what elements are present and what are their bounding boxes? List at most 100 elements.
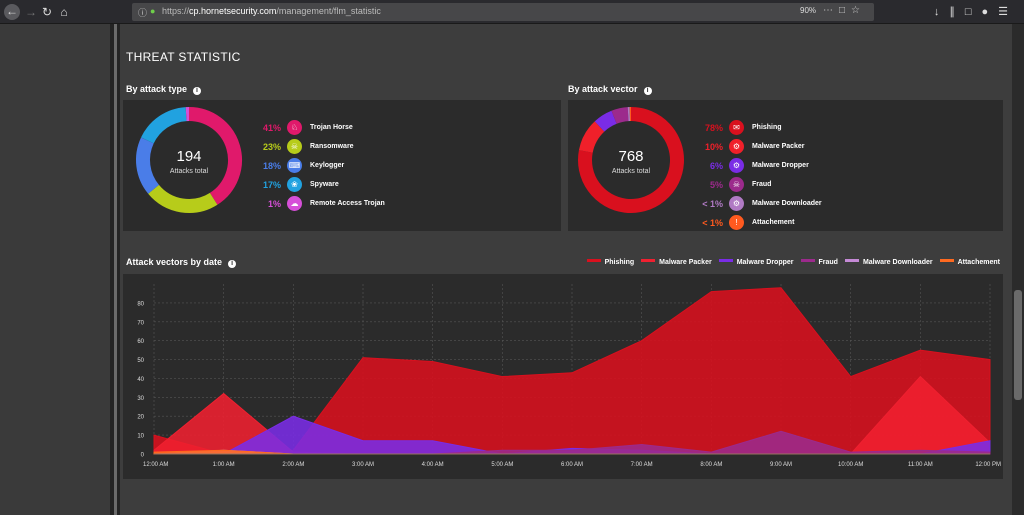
attack-vector-slice-fraud[interactable] <box>611 107 629 124</box>
x-tick-label: 1:00 AM <box>213 462 235 468</box>
attack-vector-slice-malware-dropper[interactable] <box>594 110 617 132</box>
legend-swatch <box>844 259 859 262</box>
home-icon[interactable]: ⌂ <box>60 5 68 19</box>
malware-dropper-icon: ⚙ <box>729 158 744 173</box>
legend-percent: 78% <box>704 123 723 133</box>
attack-vector-donut <box>578 107 684 213</box>
legend-percent: 41% <box>262 123 281 133</box>
area-legend-malware-packer[interactable]: Malware Packer <box>641 259 712 266</box>
x-tick-label: 5:00 AM <box>491 462 513 468</box>
attack-vector-legend-fraud[interactable]: 5% ☠ Fraud <box>568 177 868 193</box>
attack-type-legend-trojan-horse[interactable]: 41% ♘ Trojan Horse <box>123 120 423 136</box>
attack-type-legend-remote-access-trojan[interactable]: 1% ☁ Remote Access Trojan <box>123 196 423 212</box>
x-tick-label: 2:00 AM <box>282 462 304 468</box>
forward-icon[interactable]: → <box>25 5 37 19</box>
info-icon[interactable]: i <box>228 260 237 268</box>
y-tick-label: 70 <box>137 320 144 326</box>
toolbar-icons[interactable]: ↓∥□●☰ <box>933 6 1018 18</box>
x-tick-label: 6:00 AM <box>561 462 583 468</box>
back-icon[interactable]: ← <box>4 4 20 20</box>
x-tick-label: 7:00 AM <box>631 462 653 468</box>
attack-type-card: 194 Attacks total 41% ♘ Trojan Horse 23% ☠ Ra… <box>123 100 561 231</box>
attack-type-slice-ransomware[interactable] <box>148 184 218 213</box>
phishing-icon: ✉ <box>729 120 744 135</box>
attack-type-legend-spyware[interactable]: 17% ❀ Spyware <box>123 177 423 193</box>
area-legend-attachement[interactable]: Attachement <box>939 259 1000 266</box>
by-date-title: Attack vectors by date i <box>126 257 237 268</box>
legend-percent: 1% <box>267 199 281 209</box>
x-tick-label: 9:00 AM <box>770 462 792 468</box>
attack-vector-title: By attack vector i <box>568 84 652 95</box>
attack-vector-legend-malware-packer[interactable]: 10% ⚙ Malware Packer <box>568 139 868 155</box>
attack-vector-legend-malware-dropper[interactable]: 6% ⚙ Malware Dropper <box>568 158 868 174</box>
legend-swatch <box>641 259 656 262</box>
attack-vector-total: 768 <box>618 148 644 165</box>
attack-vector-slice-phishing[interactable] <box>578 107 684 213</box>
attack-type-slice-trojan-horse[interactable] <box>188 107 242 205</box>
attack-vector-legend-attachement[interactable]: < 1%! Attachement <box>568 215 868 231</box>
legend-swatch <box>800 259 815 262</box>
y-tick-label: 50 <box>137 358 144 364</box>
legend-label: Trojan Horse <box>310 124 353 131</box>
attack-vector-legend-phishing[interactable]: 78% ✉ Phishing <box>568 120 868 136</box>
ransomware-icon: ☠ <box>287 139 302 154</box>
spyware-icon: ❀ <box>287 177 302 192</box>
attachement-icon: ! <box>729 215 744 230</box>
page-actions-icons[interactable]: ⋯□☆ <box>822 5 866 16</box>
legend-label: Phishing <box>752 124 782 131</box>
info-icon[interactable]: ⓘ <box>138 8 148 18</box>
address-bar[interactable]: ⓘ ● https://cp.hornetsecurity.com/manage… <box>132 3 874 21</box>
attack-type-donut <box>136 107 242 213</box>
legend-label: Malware Packer <box>659 259 712 266</box>
area-legend-malware-dropper[interactable]: Malware Dropper <box>718 259 794 266</box>
attack-type-slice-keylogger[interactable] <box>136 137 160 194</box>
area-legend-phishing[interactable]: Phishing <box>586 259 634 266</box>
x-tick-label: 10:00 AM <box>838 462 863 468</box>
reload-icon[interactable]: ↻ <box>41 5 53 19</box>
y-tick-label: 80 <box>137 301 144 307</box>
attack-vector-slice-malware-packer[interactable] <box>578 121 605 154</box>
legend-label: Malware Dropper <box>736 259 794 266</box>
area-legend-malware-downloader[interactable]: Malware Downloader <box>844 259 933 266</box>
legend-percent: 17% <box>262 180 281 190</box>
attack-type-slice-spyware[interactable] <box>141 107 187 144</box>
attack-vector-total-label: Attacks total <box>611 168 651 175</box>
keylogger-icon: ⌨ <box>287 158 302 173</box>
legend-percent: 10% <box>704 142 723 152</box>
area-legend-fraud[interactable]: Fraud <box>800 259 838 266</box>
fraud-icon: ☠ <box>729 177 744 192</box>
legend-label: Attachement <box>957 259 1000 266</box>
legend-swatch <box>586 259 601 262</box>
malware-packer-icon: ⚙ <box>729 139 744 154</box>
x-tick-label: 12:00 AM <box>143 462 168 468</box>
side-panel <box>0 24 110 515</box>
url-text: https://cp.hornetsecurity.com/management… <box>162 6 381 16</box>
area-chart-card: 0 10 20 30 40 50 60 70 80 12:00 AM 1:00 AM 2:00 AM 3… <box>123 274 1003 479</box>
legend-label: Fraud <box>752 181 772 188</box>
x-tick-label: 4:00 AM <box>422 462 444 468</box>
attack-vector-legend-malware-downloader[interactable]: < 1% ⚙ Malware Downloader <box>568 196 868 212</box>
attack-vector-card: 768 Attacks total 78% ✉ Phishing 10% ⚙ Malwar… <box>568 100 1003 231</box>
lock-icon: ● <box>150 6 156 16</box>
attack-type-legend-ransomware[interactable]: 23% ☠ Ransomware <box>123 139 423 155</box>
zoom-level[interactable]: 90% <box>800 6 817 15</box>
legend-label: Remote Access Trojan <box>310 200 385 207</box>
scrollbar-thumb[interactable] <box>1014 290 1022 400</box>
y-tick-label: 40 <box>137 377 144 383</box>
info-icon[interactable]: i <box>193 87 202 95</box>
attack-type-legend-keylogger[interactable]: 18% ⌨ Keylogger <box>123 158 423 174</box>
scrollbar[interactable] <box>1012 24 1024 515</box>
x-tick-label: 3:00 AM <box>352 462 374 468</box>
legend-percent: 5% <box>709 180 723 190</box>
legend-percent: 23% <box>262 142 281 152</box>
x-tick-label: 11:00 AM <box>908 462 933 468</box>
legend-percent: < 1% <box>702 218 723 228</box>
info-icon[interactable]: i <box>643 87 652 95</box>
y-tick-label: 60 <box>137 339 144 345</box>
legend-percent: 18% <box>262 161 281 171</box>
attack-type-total: 194 <box>176 148 202 165</box>
area-chart: 0 10 20 30 40 50 60 70 80 12:00 AM 1:00 AM 2:00 AM 3… <box>137 284 1001 468</box>
y-tick-label: 30 <box>137 396 144 402</box>
y-tick-label: 20 <box>137 415 144 421</box>
legend-percent: 6% <box>709 161 723 171</box>
